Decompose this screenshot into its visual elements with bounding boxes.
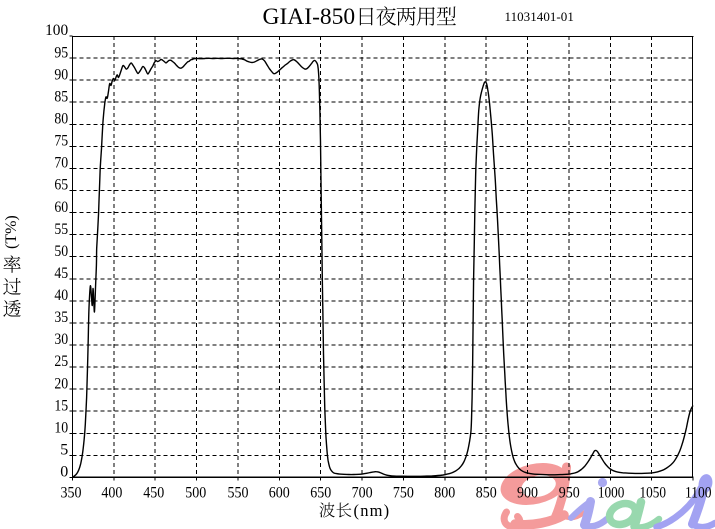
- svg-text:60: 60: [54, 199, 68, 216]
- svg-text:700: 700: [352, 484, 373, 501]
- svg-text:70: 70: [54, 155, 68, 172]
- svg-text:90: 90: [54, 66, 68, 83]
- svg-text:50: 50: [54, 243, 68, 260]
- svg-text:0: 0: [60, 464, 68, 481]
- svg-text:30: 30: [54, 331, 68, 348]
- svg-text:400: 400: [101, 484, 122, 501]
- svg-text:25: 25: [54, 353, 68, 370]
- svg-text:10: 10: [54, 420, 68, 437]
- svg-text:1050: 1050: [640, 484, 667, 501]
- svg-text:95: 95: [54, 44, 68, 61]
- svg-text:(T%): (T%): [3, 215, 20, 249]
- svg-text:900: 900: [517, 484, 538, 501]
- svg-text:(nm): (nm): [354, 501, 391, 520]
- svg-text:450: 450: [143, 484, 164, 501]
- svg-text:350: 350: [61, 484, 82, 501]
- svg-text:40: 40: [54, 287, 68, 304]
- svg-text:500: 500: [185, 484, 206, 501]
- svg-text:GIAI-850: GIAI-850: [263, 4, 356, 30]
- svg-text:650: 650: [310, 484, 331, 501]
- svg-text:80: 80: [54, 111, 68, 128]
- svg-text:75: 75: [54, 133, 68, 150]
- svg-text:600: 600: [269, 484, 290, 501]
- svg-text:20: 20: [54, 375, 68, 392]
- svg-text:750: 750: [393, 484, 414, 501]
- svg-text:850: 850: [476, 484, 497, 501]
- svg-text:550: 550: [228, 484, 249, 501]
- svg-text:1100: 1100: [685, 484, 712, 501]
- svg-text:45: 45: [54, 265, 68, 282]
- svg-text:11031401-01: 11031401-01: [505, 9, 574, 24]
- svg-text:5: 5: [60, 442, 68, 459]
- svg-text:85: 85: [54, 88, 68, 105]
- svg-text:15: 15: [54, 397, 68, 414]
- svg-text:800: 800: [434, 484, 455, 501]
- svg-text:1000: 1000: [598, 484, 625, 501]
- svg-text:35: 35: [54, 309, 68, 326]
- svg-text:65: 65: [54, 177, 68, 194]
- svg-text:950: 950: [559, 484, 580, 501]
- svg-text:100: 100: [45, 22, 68, 39]
- svg-text:55: 55: [54, 221, 68, 238]
